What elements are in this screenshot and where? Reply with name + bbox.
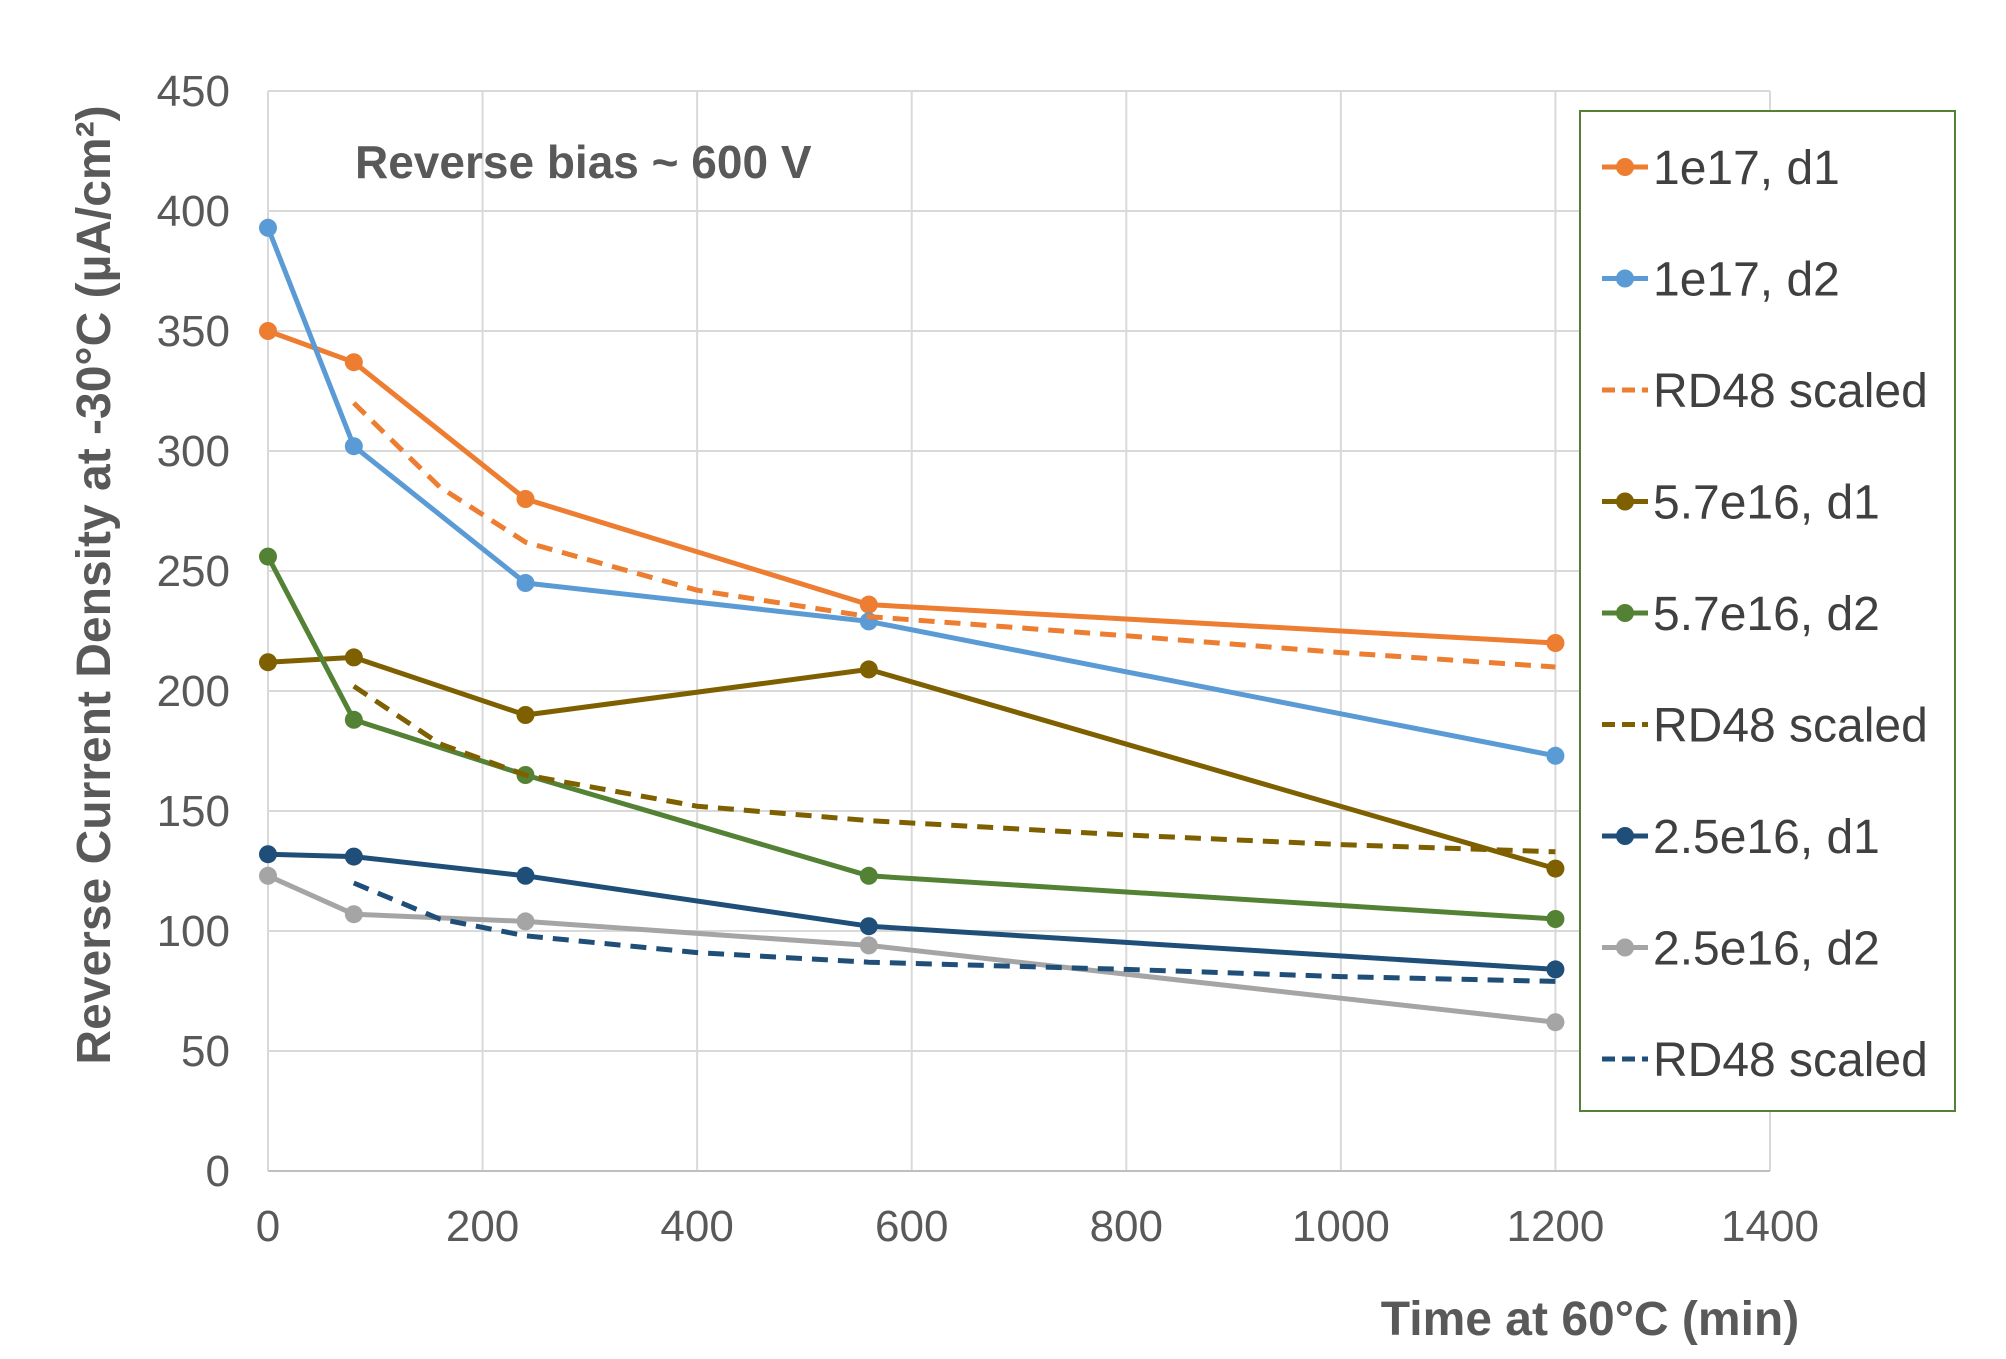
legend-label: 5.7e16, d2 <box>1653 588 1880 641</box>
legend-entry: 1e17, d2 <box>1602 254 1840 307</box>
legend-label: 1e17, d2 <box>1653 254 1840 307</box>
data-point <box>516 866 535 885</box>
legend-entry: 2.5e16, d1 <box>1602 811 1880 864</box>
y-tick-label: 450 <box>157 67 230 116</box>
legend-marker <box>1616 938 1634 957</box>
y-tick-label: 100 <box>157 907 230 956</box>
legend-label: 1e17, d1 <box>1653 142 1840 195</box>
series-layer <box>259 218 1565 1032</box>
legend-label: RD48 scaled <box>1653 365 1928 418</box>
y-tick-label: 250 <box>157 547 230 596</box>
legend-label: 2.5e16, d1 <box>1653 811 1880 864</box>
legend-marker <box>1616 158 1634 176</box>
legend-entry: RD48 scaled <box>1602 700 1928 753</box>
legend-marker <box>1616 269 1634 288</box>
data-point <box>1546 960 1565 979</box>
x-tick-label: 400 <box>660 1202 733 1251</box>
series-line <box>352 401 1556 670</box>
data-point <box>859 866 878 885</box>
legend-entry: 1e17, d1 <box>1602 142 1840 195</box>
data-point <box>516 912 535 931</box>
series-line <box>352 880 1556 984</box>
y-tick-label: 400 <box>157 187 230 236</box>
legend-label: RD48 scaled <box>1653 700 1928 753</box>
x-axis-title: Time at 60°C (min) <box>1381 1293 1799 1346</box>
x-tick-label: 800 <box>1090 1202 1163 1251</box>
y-tick-label: 150 <box>157 787 230 836</box>
gridlines <box>268 90 1771 1171</box>
data-point <box>516 574 535 592</box>
data-point <box>516 490 535 508</box>
data-point <box>259 845 277 864</box>
data-point <box>259 218 277 237</box>
data-point <box>259 322 277 340</box>
legend-marker <box>1616 492 1634 511</box>
series-7 <box>259 866 1565 1032</box>
legend-label: 5.7e16, d1 <box>1653 477 1880 530</box>
x-tick-label: 1400 <box>1721 1202 1819 1251</box>
series-6 <box>259 845 1565 979</box>
legend-entry: 5.7e16, d2 <box>1602 588 1880 641</box>
y-tick-label: 200 <box>157 667 230 716</box>
data-point <box>1546 634 1565 652</box>
legend-marker <box>1616 604 1634 622</box>
x-tick-label: 600 <box>875 1202 948 1251</box>
axes <box>267 91 1770 1172</box>
y-tick-label: 300 <box>157 427 230 476</box>
data-point <box>1546 746 1565 765</box>
chart-annotation: Reverse bias ~ 600 V <box>355 136 812 188</box>
series-0 <box>259 322 1565 652</box>
series-2 <box>352 401 1556 670</box>
series-5 <box>352 684 1556 855</box>
tick-labels: 0 50 100 150 200 250 300 350 400 450 0 200 400 600 800… <box>157 67 1819 1251</box>
y-tick-label: 0 <box>206 1147 230 1196</box>
data-point <box>344 353 363 372</box>
series-line <box>352 684 1556 855</box>
y-tick-label: 350 <box>157 307 230 356</box>
data-point <box>344 710 363 729</box>
y-axis-title: Reverse Current Density at -30°C (µA/cm²… <box>68 105 121 1064</box>
data-point <box>259 866 277 885</box>
legend-marker <box>1616 827 1634 845</box>
data-point <box>516 706 535 724</box>
data-point <box>344 648 363 667</box>
legend-label: 2.5e16, d2 <box>1653 923 1880 976</box>
series-3 <box>259 648 1565 878</box>
legend-entry: 2.5e16, d2 <box>1602 923 1880 976</box>
series-1 <box>259 218 1565 765</box>
data-point <box>1546 859 1565 878</box>
legend-label: RD48 scaled <box>1653 1034 1928 1087</box>
x-tick-label: 200 <box>446 1202 519 1251</box>
data-point <box>344 437 363 456</box>
data-point <box>1546 1013 1565 1032</box>
series-8 <box>352 880 1556 984</box>
legend: 1e17, d1 1e17, d2 RD48 scaled 5.7e16, d1 5.7… <box>1579 110 1956 1112</box>
data-point <box>1546 910 1565 928</box>
x-tick-label: 1200 <box>1506 1202 1604 1251</box>
legend-entry: RD48 scaled <box>1602 365 1928 418</box>
data-point <box>259 547 277 566</box>
data-point <box>259 653 277 672</box>
x-tick-label: 0 <box>256 1202 280 1251</box>
y-tick-label: 50 <box>181 1027 230 1076</box>
legend-entry: RD48 scaled <box>1602 1034 1928 1087</box>
legend-entry: 5.7e16, d1 <box>1602 477 1880 530</box>
data-point <box>344 905 363 924</box>
x-tick-label: 1000 <box>1292 1202 1390 1251</box>
data-point <box>859 936 878 955</box>
data-point <box>859 917 878 936</box>
data-point <box>859 660 878 679</box>
data-point <box>859 595 878 614</box>
data-point <box>344 847 363 866</box>
